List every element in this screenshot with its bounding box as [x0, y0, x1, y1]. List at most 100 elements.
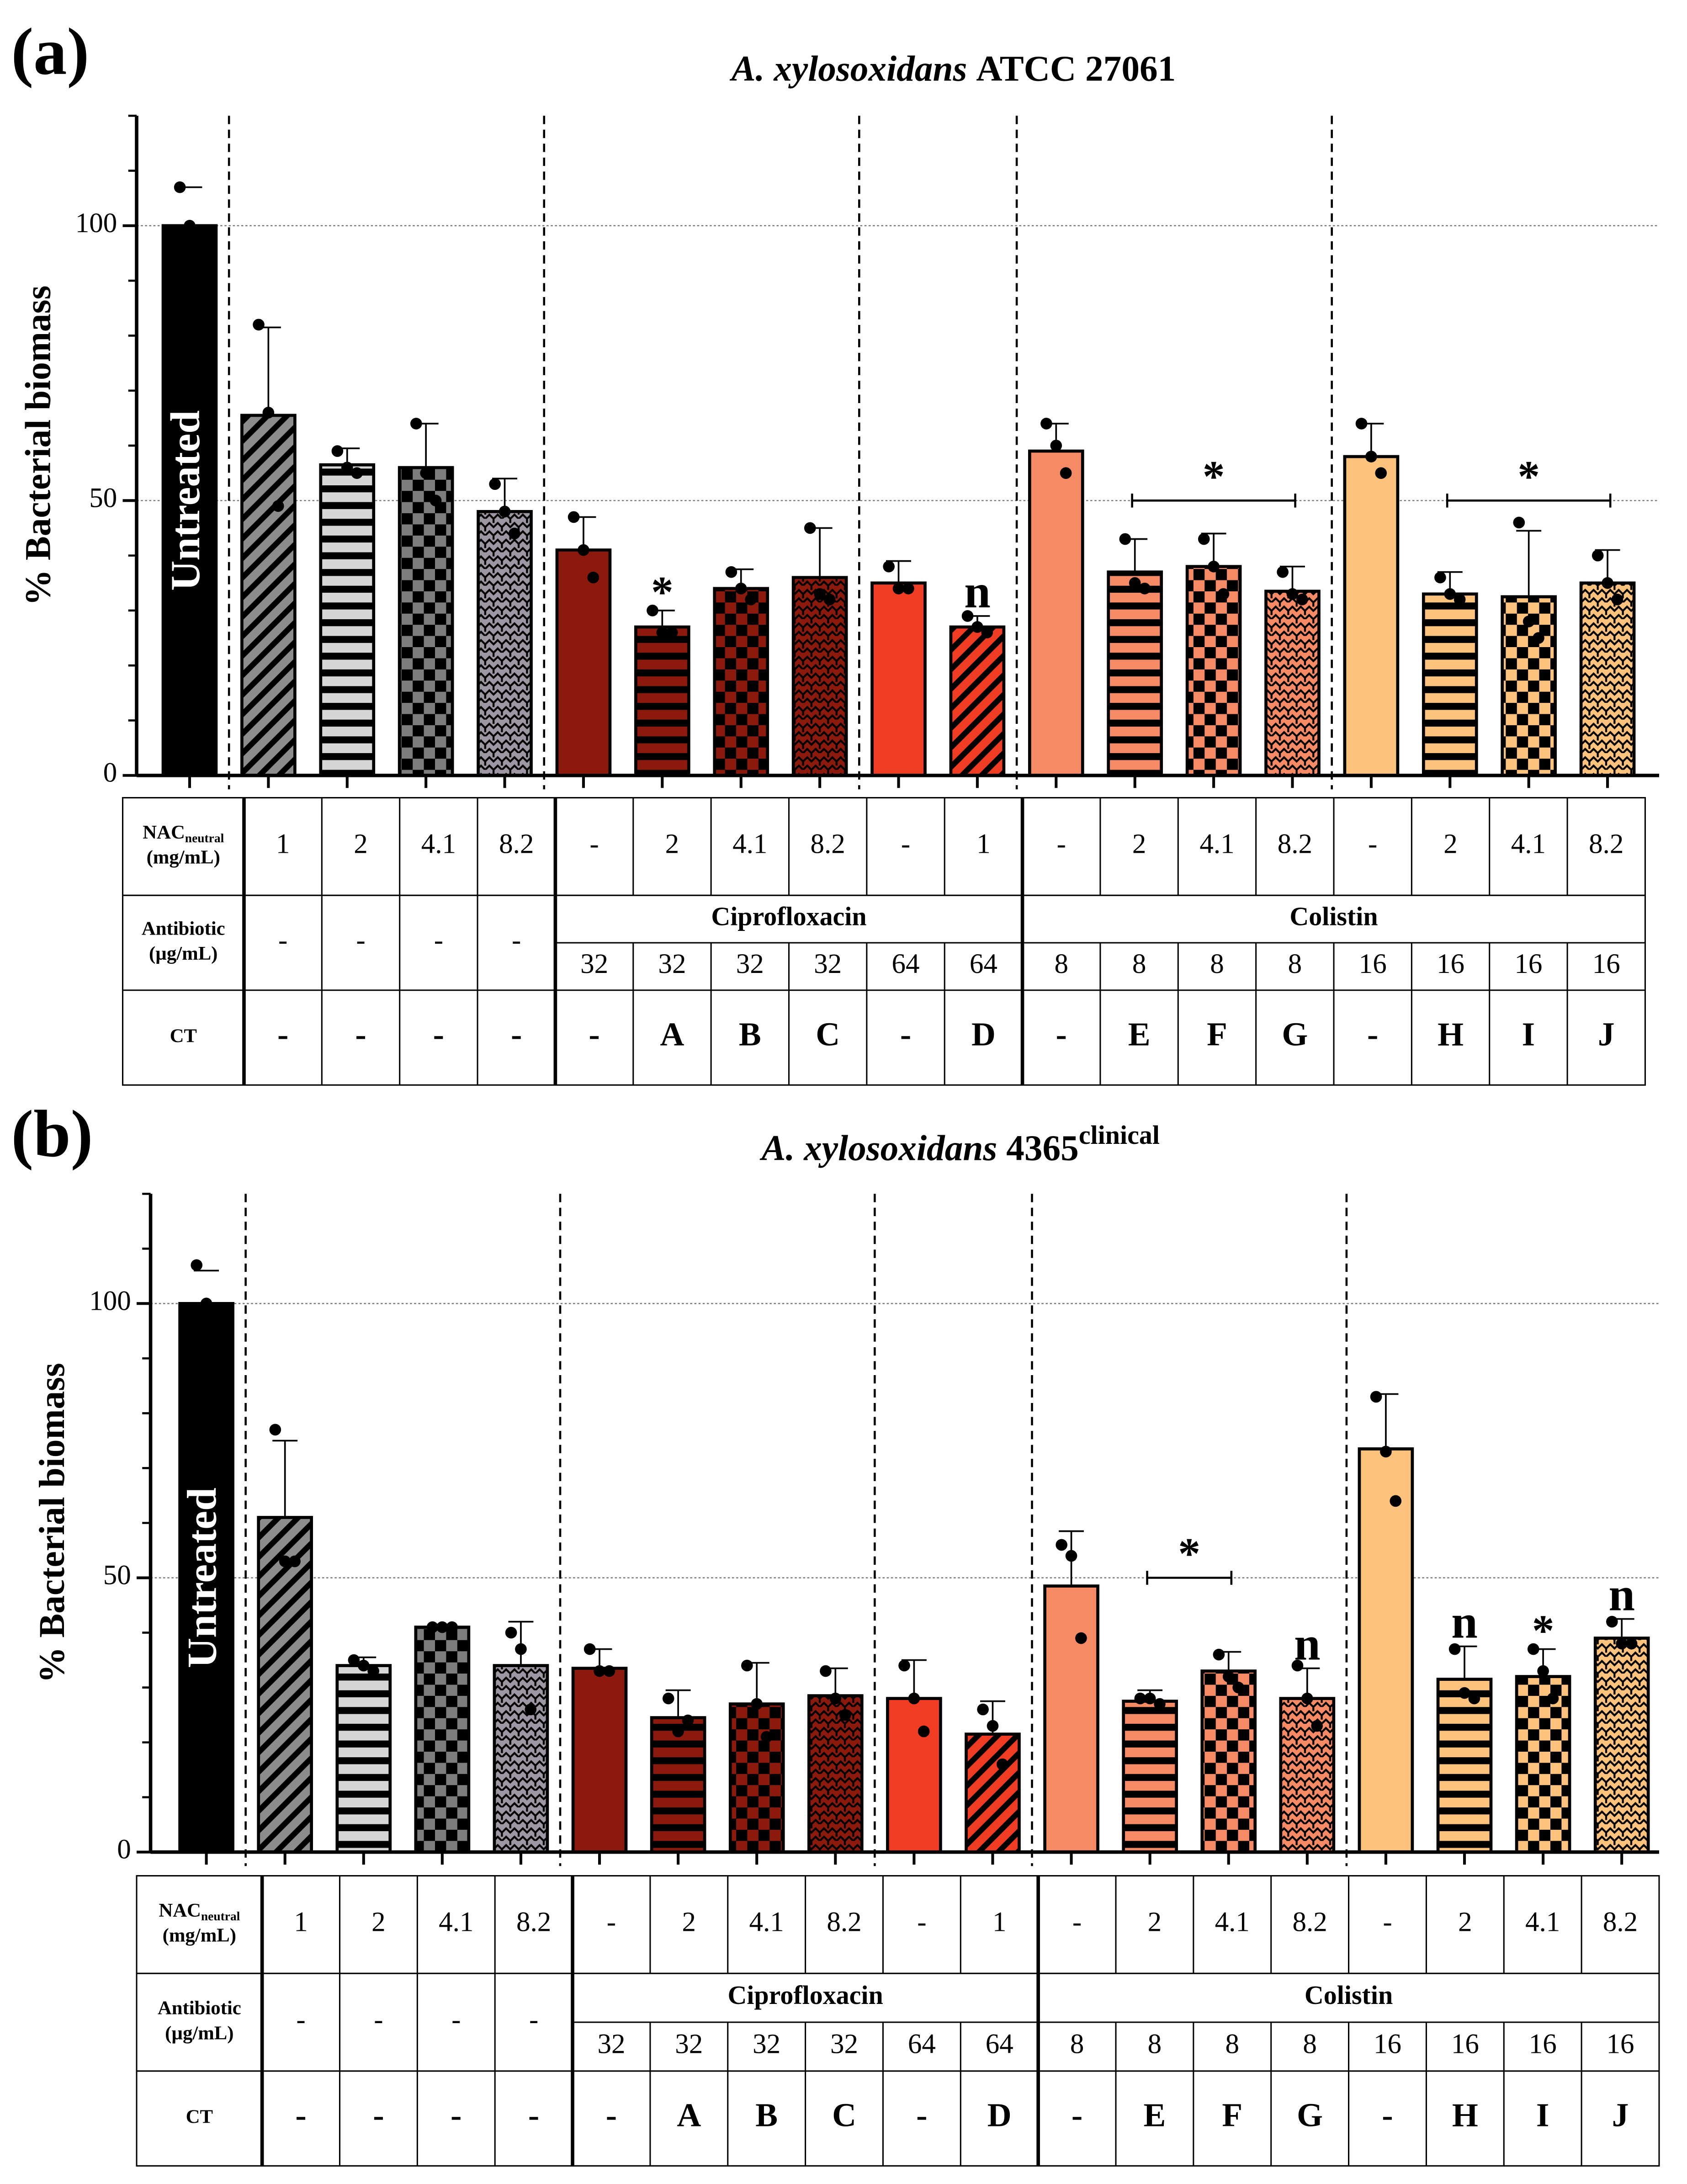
data-point — [1065, 1550, 1077, 1562]
table-cell: 4.1 — [1199, 829, 1234, 859]
table-cell: - — [589, 1015, 599, 1052]
bar — [1358, 1447, 1414, 1854]
table-cell: 8 — [1225, 2029, 1240, 2059]
data-point — [1448, 1643, 1461, 1655]
table-cell: 32 — [658, 949, 686, 979]
table-cell: 1 — [992, 1907, 1007, 1937]
table-cell: 16 — [1451, 2029, 1479, 2059]
bracket-label: * — [1178, 1529, 1200, 1578]
table-cell: 8.2 — [827, 1907, 861, 1937]
table-cell: - — [607, 1907, 616, 1937]
data-point — [1075, 1632, 1087, 1644]
panel-label: (a) — [11, 14, 89, 89]
group-name: Ciprofloxacin — [711, 901, 866, 931]
table-cell: 32 — [753, 2029, 780, 2059]
title-strain-sup: clinical — [1079, 1121, 1160, 1150]
table-cell: 8 — [1132, 949, 1146, 979]
table-cell: 2 — [371, 1907, 386, 1937]
bar — [240, 414, 297, 777]
data-point — [1355, 418, 1368, 430]
data-point — [961, 610, 974, 622]
bar — [493, 1664, 549, 1854]
bar — [335, 1664, 392, 1854]
bar — [965, 1732, 1021, 1854]
table-frame — [136, 1875, 1660, 2167]
data-point — [584, 1643, 596, 1655]
data-point — [1606, 1615, 1618, 1628]
data-point — [918, 1725, 930, 1738]
data-point — [410, 418, 422, 430]
bar — [886, 1697, 942, 1854]
table-cell: D — [971, 1015, 996, 1052]
data-point — [760, 1731, 773, 1743]
data-point — [515, 1643, 527, 1655]
table-cell: J — [1612, 2096, 1629, 2133]
table-cell: - — [373, 2096, 384, 2133]
data-point — [505, 1626, 517, 1639]
table-cell: I — [1522, 1015, 1535, 1052]
data-point — [436, 1621, 448, 1633]
y-tick-label: 0 — [103, 758, 117, 788]
table-cell: 8 — [1303, 2029, 1317, 2059]
bar — [1343, 455, 1400, 777]
table-cell: - — [1367, 1015, 1378, 1052]
table-cell: 16 — [1437, 949, 1464, 979]
data-point — [200, 1297, 212, 1310]
table-cell: 8.2 — [811, 829, 845, 859]
data-point — [1625, 1637, 1638, 1650]
data-point — [682, 1714, 694, 1727]
row-label-unit: (µg/mL) — [149, 943, 218, 964]
data-point — [1286, 588, 1299, 600]
data-point — [1468, 1692, 1480, 1705]
data-point — [1533, 632, 1544, 644]
table-cell: - — [295, 2096, 306, 2133]
data-point — [1129, 577, 1141, 589]
title-strain: 4365 — [1006, 1128, 1079, 1169]
data-point — [289, 1555, 301, 1568]
table-cell: H — [1438, 1015, 1464, 1052]
table-cell: B — [755, 2096, 778, 2133]
table-cell: 2 — [1443, 829, 1458, 859]
data-point — [662, 1692, 674, 1705]
table-cell: 64 — [986, 2029, 1013, 2059]
table-cell: - — [589, 829, 599, 859]
table-cell: 8 — [1148, 2029, 1162, 2059]
data-point — [357, 1659, 370, 1672]
table-cell: A — [660, 1015, 684, 1052]
table-cell: - — [278, 925, 287, 956]
data-point — [1434, 571, 1446, 584]
data-point — [430, 494, 442, 507]
data-point — [892, 582, 905, 595]
bar — [870, 581, 927, 777]
table-cell: 4.1 — [421, 829, 456, 859]
y-tick-label: 100 — [89, 1286, 131, 1316]
data-point — [908, 1692, 920, 1705]
table-cell: - — [433, 1015, 444, 1052]
bar — [1264, 590, 1321, 777]
data-point — [1232, 1681, 1244, 1694]
table-cell: 1 — [276, 829, 290, 859]
row-label: CT — [170, 1025, 197, 1047]
data-point — [823, 594, 836, 606]
data-point — [1040, 418, 1052, 430]
data-point — [647, 605, 658, 616]
table-cell: E — [1144, 2096, 1166, 2133]
table-cell: 2 — [665, 829, 679, 859]
table-cell: - — [277, 1015, 288, 1052]
table-cell: - — [1383, 1907, 1392, 1937]
data-point — [971, 621, 983, 633]
significance-marker: n — [1608, 1569, 1635, 1621]
table-cell: - — [434, 925, 443, 956]
table-cell: 32 — [597, 2029, 625, 2059]
data-point — [883, 560, 895, 573]
table-cell: 16 — [1374, 2029, 1401, 2059]
table-cell: 2 — [354, 829, 368, 859]
data-point — [1154, 1698, 1166, 1710]
data-point — [489, 478, 501, 490]
table-cell: - — [511, 1015, 522, 1052]
significance-marker: n — [964, 566, 991, 618]
data-point — [426, 1621, 439, 1633]
data-point — [578, 544, 589, 556]
bar — [571, 1667, 628, 1854]
data-point — [820, 1665, 832, 1677]
